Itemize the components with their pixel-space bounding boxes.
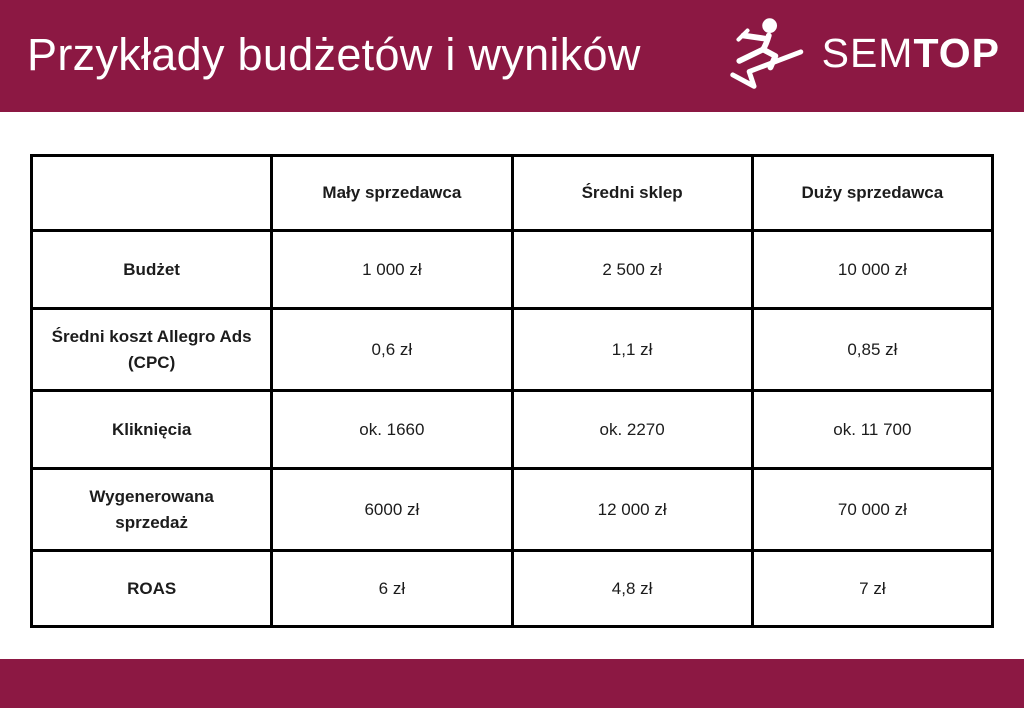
corner-cell bbox=[29, 154, 274, 232]
brand-wordmark: SEM TOP bbox=[821, 29, 1000, 80]
brand-sem: SEM bbox=[821, 29, 914, 76]
page-title: Przykłady budżetów i wyników bbox=[27, 28, 641, 80]
table-row-klikniecia: Kliknięcia ok. 1660 ok. 2270 ok. 11 700 bbox=[29, 389, 995, 470]
column-header-duzy-sprzedawca: Duży sprzedawca bbox=[750, 154, 995, 232]
table-cell: 10 000 zł bbox=[750, 229, 995, 310]
table-row-cpc: Średni koszt Allegro Ads (CPC) 0,6 zł 1,… bbox=[29, 307, 995, 392]
table-row-roas: ROAS 6 zł 4,8 zł 7 zł bbox=[29, 549, 995, 628]
table-cell: 0,85 zł bbox=[750, 307, 995, 392]
table-cell: 2 500 zł bbox=[510, 229, 754, 310]
table-cell: 1 000 zł bbox=[270, 229, 514, 310]
table-row-budzet: Budżet 1 000 zł 2 500 zł 10 000 zł bbox=[29, 229, 995, 310]
table-cell: 12 000 zł bbox=[510, 467, 754, 552]
column-header-sredni-sklep: Średni sklep bbox=[510, 154, 754, 232]
table-cell: ok. 11 700 bbox=[750, 389, 995, 470]
row-label: Budżet bbox=[29, 229, 274, 310]
table-cell: 70 000 zł bbox=[750, 467, 995, 552]
table-cell: 1,1 zł bbox=[510, 307, 754, 392]
table-cell: 6 zł bbox=[270, 549, 514, 628]
table-cell: 4,8 zł bbox=[510, 549, 754, 628]
bottom-banner bbox=[0, 659, 1024, 708]
content-area: Mały sprzedawca Średni sklep Duży sprzed… bbox=[0, 112, 1024, 659]
table-cell: 0,6 zł bbox=[270, 307, 514, 392]
brand-top: TOP bbox=[913, 29, 1000, 76]
header-row: Mały sprzedawca Średni sklep Duży sprzed… bbox=[29, 154, 995, 232]
row-label: Wygenerowana sprzedaż bbox=[29, 467, 274, 552]
row-label: ROAS bbox=[29, 549, 274, 628]
top-banner: Przykłady budżetów i wyników SEM TOP bbox=[0, 0, 1024, 112]
table-cell: 6000 zł bbox=[270, 467, 514, 552]
table-cell: ok. 2270 bbox=[510, 389, 754, 470]
table-cell: 7 zł bbox=[750, 549, 995, 628]
table-cell: ok. 1660 bbox=[270, 389, 514, 470]
semtop-logo: SEM TOP bbox=[727, 15, 1000, 97]
row-label: Kliknięcia bbox=[29, 389, 274, 470]
column-header-maly-sprzedawca: Mały sprzedawca bbox=[270, 154, 514, 232]
runner-logo-icon bbox=[729, 18, 803, 89]
row-label: Średni koszt Allegro Ads (CPC) bbox=[29, 307, 274, 392]
budget-table: Mały sprzedawca Średni sklep Duży sprzed… bbox=[29, 154, 995, 628]
table-row-sprzedaz: Wygenerowana sprzedaż 6000 zł 12 000 zł … bbox=[29, 467, 995, 552]
